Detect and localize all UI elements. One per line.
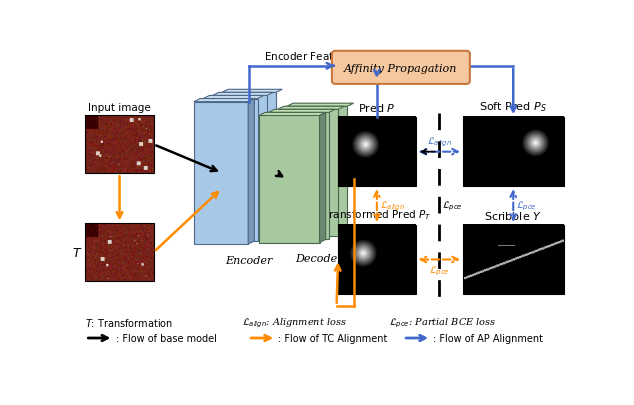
Text: Affinity Propagation: Affinity Propagation <box>344 64 458 74</box>
Bar <box>463 118 564 187</box>
Text: $\mathcal{L}_{align}$: $\mathcal{L}_{align}$ <box>427 135 452 149</box>
Text: Encoder: Encoder <box>225 255 273 265</box>
Polygon shape <box>222 90 282 93</box>
Polygon shape <box>320 113 326 243</box>
Text: Input image: Input image <box>88 102 151 112</box>
Bar <box>463 225 564 294</box>
Bar <box>86 116 153 174</box>
Text: Soft Pred $P_S$: Soft Pred $P_S$ <box>479 100 547 114</box>
Text: $\mathcal{L}_{align}$: Alignment loss: $\mathcal{L}_{align}$: Alignment loss <box>242 315 347 329</box>
Polygon shape <box>204 96 264 99</box>
Bar <box>338 225 416 294</box>
Text: Scribble $Y$: Scribble $Y$ <box>484 209 542 222</box>
FancyBboxPatch shape <box>278 110 338 237</box>
FancyBboxPatch shape <box>204 99 257 241</box>
Polygon shape <box>259 113 326 116</box>
FancyBboxPatch shape <box>222 93 276 235</box>
Polygon shape <box>287 104 354 107</box>
Text: Decoder: Decoder <box>295 254 342 264</box>
FancyBboxPatch shape <box>212 96 267 238</box>
Text: $\mathit{T}$: Transformation: $\mathit{T}$: Transformation <box>86 316 174 328</box>
Text: $\mathcal{L}_{pce}$: Partial BCE loss: $\mathcal{L}_{pce}$: Partial BCE loss <box>389 315 496 329</box>
FancyBboxPatch shape <box>268 113 329 240</box>
Text: $\mathcal{L}_{pce}$: $\mathcal{L}_{pce}$ <box>441 199 462 213</box>
Bar <box>338 118 416 187</box>
Text: $\mathcal{L}_{pce}$: $\mathcal{L}_{pce}$ <box>429 264 450 277</box>
Text: : Flow of AP Alignment: : Flow of AP Alignment <box>434 333 543 343</box>
Text: $\mathcal{L}_{pce}$: $\mathcal{L}_{pce}$ <box>516 199 537 213</box>
Text: $\mathit{T}$: $\mathit{T}$ <box>72 246 82 259</box>
Polygon shape <box>194 99 254 102</box>
Text: $\mathcal{L}_{align}$: $\mathcal{L}_{align}$ <box>380 199 405 213</box>
FancyBboxPatch shape <box>194 102 248 245</box>
FancyBboxPatch shape <box>287 107 347 234</box>
Text: Transformed Pred $P_T$: Transformed Pred $P_T$ <box>322 208 432 222</box>
Text: Pred $P$: Pred $P$ <box>358 102 396 114</box>
Polygon shape <box>278 107 344 110</box>
Polygon shape <box>268 110 335 113</box>
Polygon shape <box>248 99 254 245</box>
Polygon shape <box>212 93 273 96</box>
Bar <box>86 224 153 281</box>
Text: Encoder Feature $\mathcal{F}_e$: Encoder Feature $\mathcal{F}_e$ <box>264 50 366 64</box>
Text: : Flow of base model: : Flow of base model <box>115 333 217 343</box>
FancyBboxPatch shape <box>332 52 470 85</box>
Text: : Flow of TC Alignment: : Flow of TC Alignment <box>278 333 388 343</box>
FancyBboxPatch shape <box>259 116 320 243</box>
